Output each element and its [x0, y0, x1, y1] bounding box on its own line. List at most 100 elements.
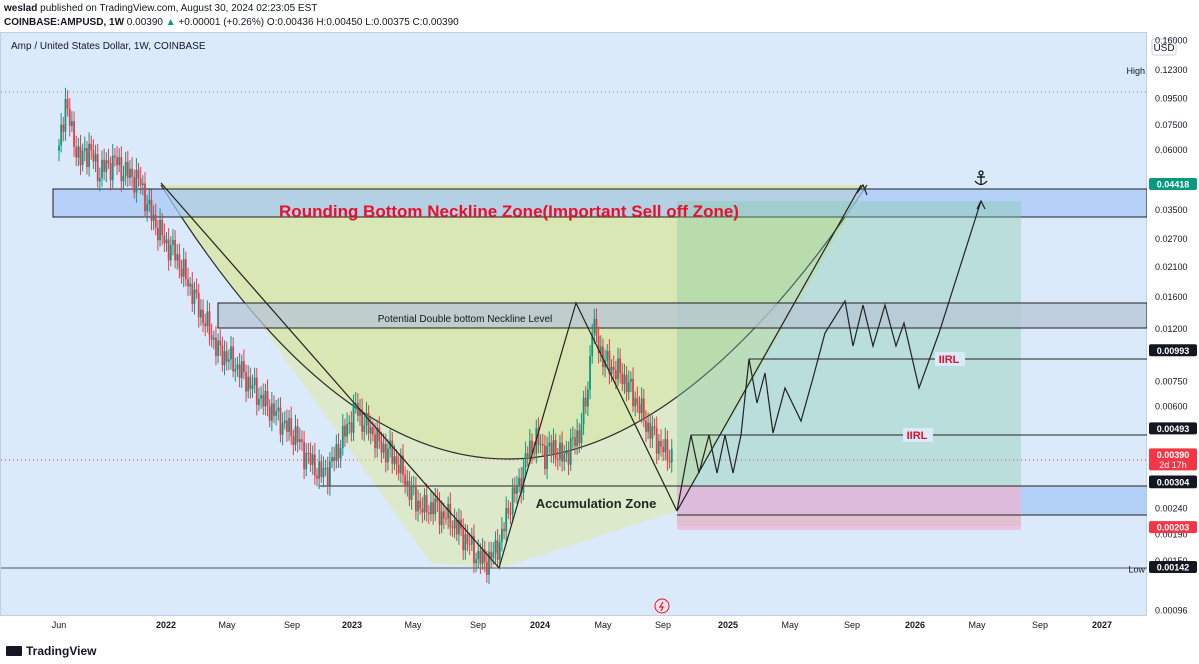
candle-body	[520, 477, 523, 493]
candle-body	[440, 511, 443, 526]
candle-body	[169, 244, 172, 261]
candle-body	[415, 486, 417, 512]
candle-body	[569, 438, 572, 465]
candle-body	[550, 442, 553, 454]
publisher-name[interactable]: weslad	[4, 3, 38, 14]
candle-body	[589, 356, 591, 390]
high-label: High	[1126, 66, 1145, 76]
symbol-name[interactable]: COINBASE:AMPUSD, 1W	[4, 17, 125, 28]
chart-plot-area[interactable]: Amp / United States Dollar, 1W, COINBASE…	[0, 32, 1148, 617]
candle-body	[141, 183, 144, 186]
candle-body	[204, 323, 207, 327]
candle-body	[380, 440, 383, 453]
stop-zone-box[interactable]	[677, 486, 1021, 530]
time-axis[interactable]: Jun 2022 May Sep 2023 May Sep 2024 May Sep 2025 May…	[0, 616, 1147, 634]
candle-body	[434, 498, 437, 515]
candle-body	[660, 440, 662, 447]
candle-body	[62, 124, 65, 132]
price-label-6: 0.00203	[1157, 523, 1190, 533]
candle-body	[561, 442, 563, 462]
candle-body	[399, 455, 402, 474]
candle-body	[75, 146, 78, 158]
time-axis-svg[interactable]: Jun 2022 May Sep 2023 May Sep 2024 May Sep 2025 May…	[0, 616, 1147, 634]
lightning-icon[interactable]	[654, 598, 670, 614]
candle-body	[653, 426, 656, 428]
candle-body	[339, 448, 342, 459]
candle-body	[533, 453, 536, 455]
candle-body	[634, 398, 637, 407]
candle-body	[498, 542, 501, 560]
candle-body	[182, 259, 185, 277]
time-tick-labels: Jun 2022 May Sep 2023 May Sep 2024 May Sep 2025 May…	[52, 620, 1112, 630]
candle-body	[172, 239, 174, 245]
price-label-0: 0.04418	[1157, 180, 1190, 190]
candle-body	[507, 508, 510, 514]
price-axis-svg[interactable]: USD 0.160000.123000.095000.075000.060000…	[1147, 32, 1199, 616]
candle-body	[283, 420, 286, 423]
candle-body	[251, 385, 254, 389]
ohlc-open: O:0.00436	[266, 17, 314, 28]
target-zone-box[interactable]	[677, 201, 1021, 526]
candle-body	[260, 394, 262, 399]
candle-body	[234, 369, 237, 372]
candle-body	[662, 446, 665, 453]
price-label-box-7	[1149, 561, 1197, 573]
candle-body	[412, 486, 415, 488]
candle-body	[449, 504, 452, 528]
candle-body	[666, 439, 669, 461]
candle-body	[404, 474, 407, 487]
time-tick-7: 2024	[530, 620, 550, 630]
currency-box[interactable]	[1151, 38, 1177, 56]
neckline-zone-label: Rounding Bottom Neckline Zone(Important …	[279, 202, 739, 221]
tradingview-brand[interactable]: TradingView	[6, 644, 96, 658]
candle-body	[636, 398, 639, 405]
candle-body	[92, 150, 95, 162]
candle-body	[402, 455, 404, 475]
candle-body	[288, 418, 290, 432]
candle-body	[107, 160, 110, 164]
candle-body	[481, 549, 484, 564]
currency-label[interactable]: USD	[1153, 43, 1174, 54]
chart-svg[interactable]: Amp / United States Dollar, 1W, COINBASE…	[1, 33, 1148, 617]
candle-body	[320, 461, 323, 478]
price-change: +0.00001 (+0.26%)	[178, 17, 265, 28]
candle-body	[406, 480, 409, 487]
double-bottom-neckline-box[interactable]	[217, 302, 1148, 329]
candle-body	[58, 145, 60, 151]
time-tick-11: May	[781, 620, 799, 630]
candle-body	[240, 361, 243, 379]
candle-body	[225, 351, 228, 362]
candle-body	[617, 358, 619, 380]
neckline-zone-box[interactable]	[52, 188, 1148, 218]
candle-body	[587, 389, 589, 407]
candle-body	[608, 350, 611, 375]
candle-body	[68, 108, 71, 127]
time-tick-12: Sep	[844, 620, 860, 630]
iirl-lower-bg	[903, 428, 933, 442]
time-tick-1: 2022	[156, 620, 176, 630]
price-tick-6: 0.03500	[1155, 205, 1188, 215]
publish-header: weslad published on TradingView.com, Aug…	[0, 0, 1199, 32]
candle-body	[593, 318, 596, 334]
candle-body	[126, 161, 129, 178]
time-tick-16: 2027	[1092, 620, 1112, 630]
price-tick-0: 0.16000	[1155, 36, 1188, 46]
candle-body	[584, 397, 587, 407]
candle-body	[122, 175, 125, 182]
candle-body	[268, 406, 271, 421]
candle-body	[363, 425, 366, 432]
candle-body	[580, 424, 583, 443]
candle-body	[408, 480, 411, 500]
candle-body	[109, 163, 112, 181]
candle-body	[477, 550, 480, 560]
candle-body	[473, 535, 475, 564]
candle-body	[154, 214, 157, 228]
candle-body	[359, 409, 361, 416]
candle-body	[238, 364, 241, 379]
candle-body	[591, 333, 594, 357]
price-axis[interactable]: USD 0.16000 0.12300 0.09500 0.07500 0.06000 0…	[1147, 32, 1199, 616]
candle-body	[419, 500, 422, 509]
candle-body	[458, 519, 460, 535]
candle-body	[135, 169, 138, 193]
candle-body	[417, 500, 419, 512]
